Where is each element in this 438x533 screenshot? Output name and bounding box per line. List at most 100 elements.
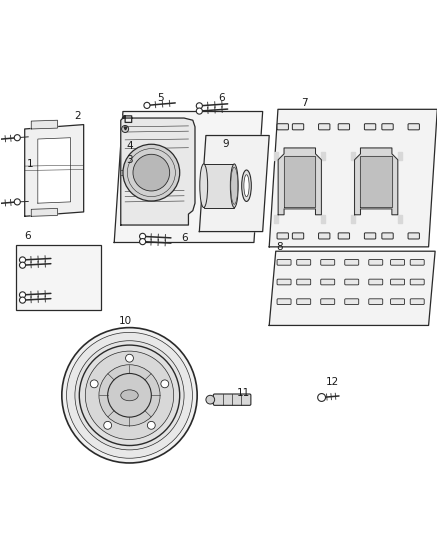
FancyBboxPatch shape bbox=[213, 394, 251, 405]
FancyBboxPatch shape bbox=[318, 233, 330, 239]
Polygon shape bbox=[351, 152, 355, 160]
Circle shape bbox=[108, 374, 151, 417]
FancyBboxPatch shape bbox=[364, 233, 376, 239]
Ellipse shape bbox=[230, 164, 238, 207]
FancyBboxPatch shape bbox=[321, 260, 335, 265]
Text: 6: 6 bbox=[25, 231, 31, 241]
Ellipse shape bbox=[121, 390, 138, 401]
Circle shape bbox=[140, 233, 146, 239]
FancyBboxPatch shape bbox=[318, 124, 330, 130]
FancyBboxPatch shape bbox=[369, 260, 383, 265]
FancyBboxPatch shape bbox=[408, 124, 420, 130]
Circle shape bbox=[144, 102, 150, 108]
Circle shape bbox=[140, 239, 146, 245]
FancyBboxPatch shape bbox=[391, 299, 405, 304]
Bar bbox=[204, 164, 234, 207]
FancyBboxPatch shape bbox=[391, 279, 405, 285]
FancyBboxPatch shape bbox=[369, 279, 383, 285]
Circle shape bbox=[19, 262, 25, 268]
Circle shape bbox=[19, 297, 25, 303]
Text: 4: 4 bbox=[126, 141, 133, 151]
Circle shape bbox=[122, 125, 129, 133]
Circle shape bbox=[19, 257, 25, 263]
Polygon shape bbox=[321, 215, 325, 223]
FancyBboxPatch shape bbox=[277, 260, 291, 265]
Circle shape bbox=[90, 380, 98, 388]
Polygon shape bbox=[31, 120, 57, 129]
Text: 6: 6 bbox=[181, 233, 187, 243]
Polygon shape bbox=[274, 152, 278, 160]
Circle shape bbox=[19, 292, 25, 298]
FancyBboxPatch shape bbox=[297, 279, 311, 285]
Text: 2: 2 bbox=[74, 111, 81, 121]
Polygon shape bbox=[398, 152, 402, 160]
FancyBboxPatch shape bbox=[410, 279, 424, 285]
FancyBboxPatch shape bbox=[321, 299, 335, 304]
FancyBboxPatch shape bbox=[297, 299, 311, 304]
Circle shape bbox=[75, 341, 184, 450]
Circle shape bbox=[196, 103, 202, 109]
FancyBboxPatch shape bbox=[338, 124, 350, 130]
Polygon shape bbox=[360, 156, 392, 207]
Polygon shape bbox=[398, 215, 402, 223]
Polygon shape bbox=[278, 148, 321, 215]
Ellipse shape bbox=[231, 167, 238, 204]
Text: 3: 3 bbox=[126, 155, 133, 165]
FancyBboxPatch shape bbox=[321, 279, 335, 285]
FancyBboxPatch shape bbox=[345, 279, 359, 285]
FancyBboxPatch shape bbox=[338, 233, 350, 239]
FancyBboxPatch shape bbox=[277, 279, 291, 285]
Polygon shape bbox=[284, 156, 315, 207]
Text: 10: 10 bbox=[119, 316, 132, 326]
Text: 6: 6 bbox=[218, 93, 225, 103]
Polygon shape bbox=[269, 251, 435, 326]
Polygon shape bbox=[274, 215, 278, 223]
Circle shape bbox=[14, 199, 20, 205]
Polygon shape bbox=[25, 125, 84, 216]
Circle shape bbox=[67, 333, 192, 458]
Polygon shape bbox=[269, 109, 437, 247]
FancyBboxPatch shape bbox=[277, 233, 288, 239]
Text: 1: 1 bbox=[27, 159, 34, 169]
Circle shape bbox=[14, 135, 20, 141]
Circle shape bbox=[126, 354, 134, 362]
FancyBboxPatch shape bbox=[345, 299, 359, 304]
Circle shape bbox=[104, 422, 112, 429]
FancyBboxPatch shape bbox=[297, 260, 311, 265]
Text: 7: 7 bbox=[301, 98, 307, 108]
FancyBboxPatch shape bbox=[391, 260, 405, 265]
Circle shape bbox=[99, 365, 160, 426]
Circle shape bbox=[206, 395, 215, 404]
Ellipse shape bbox=[200, 164, 208, 207]
Ellipse shape bbox=[244, 175, 249, 197]
Polygon shape bbox=[199, 135, 269, 231]
Text: 5: 5 bbox=[157, 93, 163, 103]
Circle shape bbox=[196, 108, 202, 114]
Circle shape bbox=[147, 422, 155, 429]
Circle shape bbox=[318, 393, 325, 401]
FancyBboxPatch shape bbox=[277, 299, 291, 304]
Polygon shape bbox=[121, 116, 195, 225]
Circle shape bbox=[161, 380, 169, 388]
FancyBboxPatch shape bbox=[369, 299, 383, 304]
FancyBboxPatch shape bbox=[277, 124, 288, 130]
Polygon shape bbox=[31, 208, 57, 216]
Circle shape bbox=[62, 328, 197, 463]
Circle shape bbox=[79, 345, 180, 446]
Polygon shape bbox=[355, 148, 398, 215]
Circle shape bbox=[85, 351, 174, 440]
Text: 8: 8 bbox=[276, 242, 283, 252]
Polygon shape bbox=[114, 111, 263, 243]
Bar bbox=[16, 245, 101, 310]
Circle shape bbox=[133, 154, 170, 191]
FancyBboxPatch shape bbox=[382, 124, 393, 130]
FancyBboxPatch shape bbox=[292, 233, 304, 239]
Text: 9: 9 bbox=[222, 139, 229, 149]
Circle shape bbox=[123, 144, 180, 201]
FancyBboxPatch shape bbox=[382, 233, 393, 239]
FancyBboxPatch shape bbox=[410, 299, 424, 304]
Ellipse shape bbox=[242, 170, 251, 201]
FancyBboxPatch shape bbox=[410, 260, 424, 265]
FancyBboxPatch shape bbox=[408, 233, 420, 239]
Polygon shape bbox=[38, 138, 71, 203]
